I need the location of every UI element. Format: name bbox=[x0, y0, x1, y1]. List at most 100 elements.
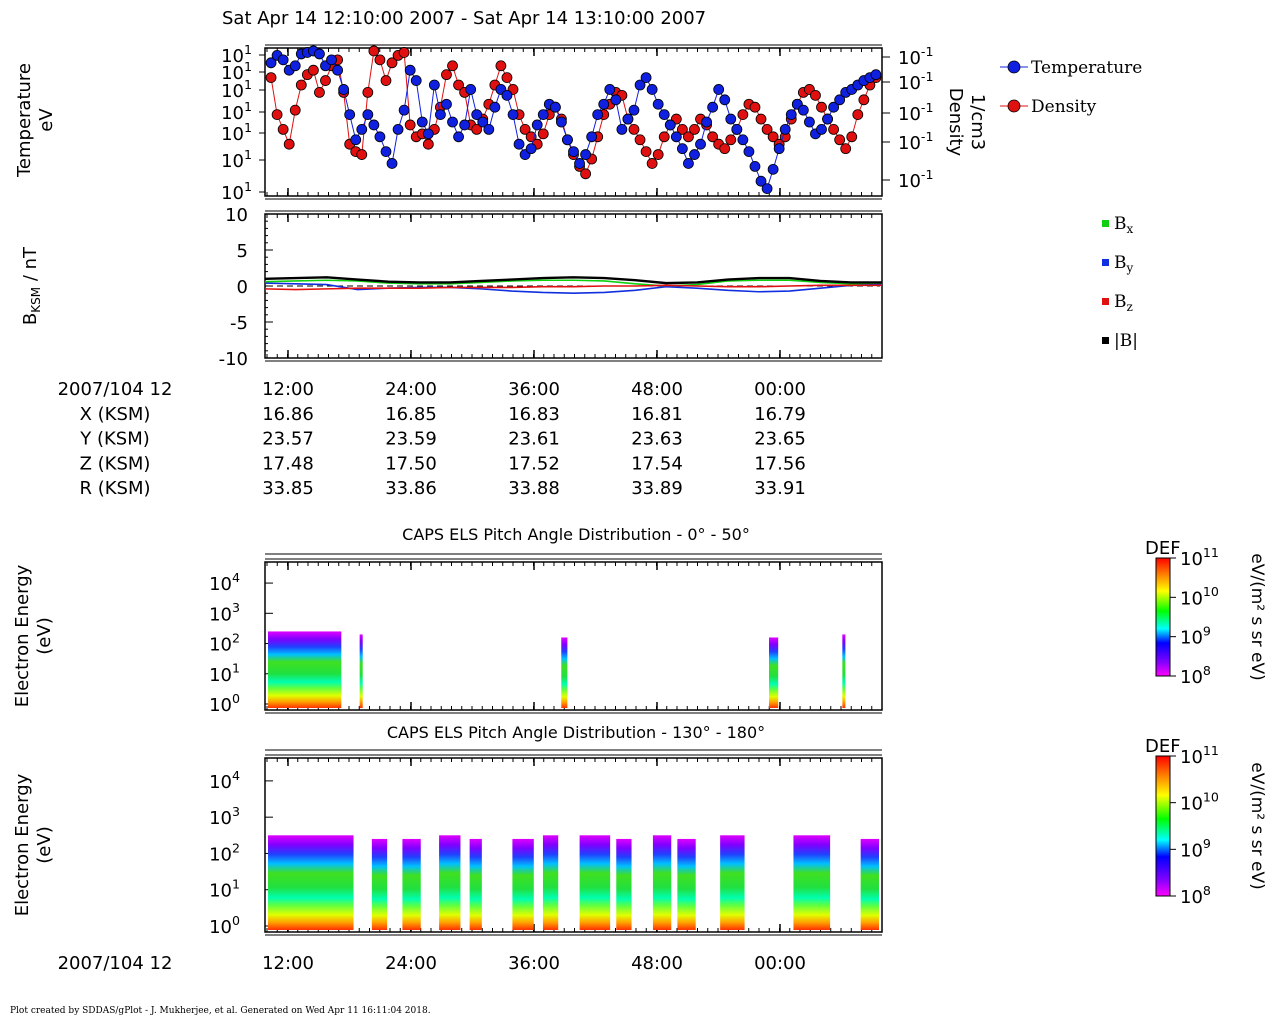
point-temperature bbox=[701, 116, 712, 128]
ephemeris-value: 16.86 bbox=[262, 404, 314, 425]
legend-marker bbox=[1007, 60, 1021, 74]
point-density bbox=[858, 94, 870, 106]
point-temperature bbox=[398, 104, 410, 116]
ytick-label: 104 bbox=[209, 768, 240, 793]
ylabel-temperature: Temperature bbox=[14, 63, 35, 178]
field-series-bz bbox=[264, 284, 882, 291]
point-temperature bbox=[350, 134, 362, 146]
spectrogram-block bbox=[793, 835, 831, 930]
ephemeris-value: 17.48 bbox=[262, 453, 314, 474]
point-temperature bbox=[392, 123, 404, 135]
ytick-label: -5 bbox=[230, 313, 248, 334]
legend-label-temperature: Temperature bbox=[1031, 58, 1142, 78]
legend-swatch bbox=[1102, 337, 1109, 344]
point-temperature bbox=[725, 113, 737, 125]
point-temperature bbox=[737, 134, 749, 146]
point-temperature bbox=[574, 158, 585, 169]
legend-swatch bbox=[1102, 259, 1109, 266]
point-temperature bbox=[804, 116, 815, 128]
point-density bbox=[453, 79, 464, 91]
point-temperature bbox=[586, 131, 598, 143]
point-density bbox=[683, 131, 694, 143]
point-density bbox=[277, 123, 289, 135]
point-density bbox=[495, 60, 507, 72]
point-temperature bbox=[822, 113, 833, 125]
point-density bbox=[289, 104, 301, 116]
point-density bbox=[307, 64, 319, 76]
ytick-label: 5 bbox=[237, 241, 248, 262]
point-temperature bbox=[562, 134, 573, 146]
ytick-left-label: 101 bbox=[221, 120, 252, 145]
point-temperature bbox=[410, 75, 422, 86]
spectrogram-block bbox=[720, 835, 745, 930]
ephemeris-row-label: Y (KSM) bbox=[79, 429, 150, 450]
colorbar-title: DEF bbox=[1145, 736, 1181, 757]
ephemeris-value: 16.79 bbox=[754, 404, 806, 425]
ephemeris-value: 33.91 bbox=[754, 478, 806, 499]
point-temperature bbox=[731, 123, 743, 135]
legend-swatch bbox=[1102, 298, 1109, 305]
point-density bbox=[441, 69, 452, 81]
point-temperature bbox=[404, 64, 416, 76]
point-temperature bbox=[556, 116, 567, 128]
point-temperature bbox=[416, 116, 428, 128]
footer-credit: Plot created by SDDAS/gPlot - J. Mukherj… bbox=[10, 1006, 431, 1016]
ytick-label: 103 bbox=[209, 600, 240, 625]
point-density bbox=[271, 109, 283, 120]
ytick-label: 100 bbox=[209, 691, 240, 716]
legend-label-density: Density bbox=[1031, 97, 1097, 117]
point-density bbox=[501, 72, 513, 83]
point-density bbox=[380, 75, 392, 86]
spectrogram-block bbox=[371, 838, 388, 930]
point-temperature bbox=[265, 57, 277, 69]
point-temperature bbox=[773, 143, 785, 155]
ytick-right-label: 10-1 bbox=[898, 100, 933, 125]
spectrogram-block bbox=[616, 838, 632, 930]
ylabel-energy: Electron Energy bbox=[12, 564, 33, 707]
ytick-left-label: 101 bbox=[221, 59, 252, 84]
point-density bbox=[767, 131, 779, 143]
page-title: Sat Apr 14 12:10:00 2007 - Sat Apr 14 13… bbox=[222, 8, 707, 29]
point-density bbox=[755, 113, 767, 125]
point-temperature bbox=[459, 119, 471, 131]
colorbar-tick-label: 1011 bbox=[1180, 743, 1219, 768]
point-density bbox=[519, 123, 531, 135]
ephemeris-value: 33.88 bbox=[508, 478, 560, 499]
field-series-bmag bbox=[264, 276, 882, 285]
spectrogram-block bbox=[439, 835, 461, 930]
point-temperature bbox=[380, 146, 392, 158]
ytick-left-label: 101 bbox=[221, 179, 252, 204]
ephemeris-row-label: R (KSM) bbox=[79, 478, 150, 499]
ephemeris-value: 16.85 bbox=[385, 404, 437, 425]
point-temperature bbox=[828, 101, 840, 113]
point-temperature bbox=[580, 149, 591, 160]
colorbar-tick-label: 109 bbox=[1180, 836, 1211, 861]
ephemeris-value: 17.50 bbox=[385, 453, 437, 474]
ylabel-density-unit: 1/cm3 bbox=[967, 94, 988, 150]
point-density bbox=[537, 128, 549, 140]
ephemeris-value: 23.63 bbox=[631, 429, 683, 450]
point-density bbox=[314, 87, 325, 98]
point-density bbox=[852, 109, 864, 120]
time-tick-label: 24:00 bbox=[385, 953, 437, 974]
point-temperature bbox=[870, 69, 882, 81]
colorbar-tick-label: 108 bbox=[1180, 663, 1211, 688]
point-density bbox=[580, 168, 591, 180]
ytick-label: 102 bbox=[209, 840, 240, 865]
point-temperature bbox=[277, 54, 289, 66]
point-density bbox=[828, 123, 840, 135]
ytick-left-label: 101 bbox=[221, 42, 252, 67]
point-density bbox=[646, 158, 658, 169]
ytick-right-label: 10-1 bbox=[898, 69, 933, 94]
point-density bbox=[283, 138, 295, 150]
point-temperature bbox=[338, 84, 350, 95]
colorbar-tick-label: 1011 bbox=[1180, 545, 1219, 570]
ytick-label: 104 bbox=[209, 570, 240, 595]
spectrogram-block bbox=[579, 835, 611, 930]
point-temperature bbox=[471, 109, 483, 120]
point-temperature bbox=[507, 109, 519, 120]
time-tick-label: 48:00 bbox=[631, 953, 683, 974]
point-density bbox=[404, 119, 416, 131]
point-density bbox=[846, 131, 858, 143]
ephemeris-value: 17.56 bbox=[754, 453, 806, 474]
